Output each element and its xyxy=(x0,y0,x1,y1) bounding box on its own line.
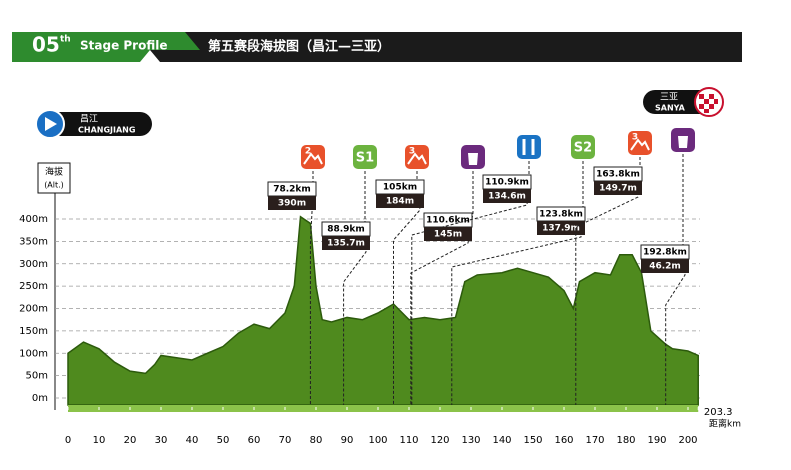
icon-sprint xyxy=(351,143,379,171)
x-tick-label: 40 xyxy=(186,435,199,446)
waste-glyph xyxy=(468,153,478,165)
profile-area xyxy=(67,215,699,406)
leader-line xyxy=(309,171,314,405)
x-tick-label: 10 xyxy=(93,435,106,446)
km-label: 110.6km xyxy=(426,216,470,226)
finish-name: 三亚 xyxy=(660,92,678,103)
label-box-dark xyxy=(424,227,472,241)
label-box-dark xyxy=(322,236,370,250)
x-tick-label: 150 xyxy=(523,435,542,446)
start-tag xyxy=(40,112,152,136)
x-tick-label: 90 xyxy=(341,435,354,446)
x-tick-label: 0 xyxy=(65,435,71,446)
y-label: 海拔 xyxy=(45,166,63,178)
ground-strip xyxy=(68,405,699,412)
altitude-label: 137.9m xyxy=(542,224,580,234)
icon-text: S1 xyxy=(356,151,374,166)
altitude-label: 135.7m xyxy=(327,239,365,249)
header-green xyxy=(12,32,200,62)
y-tick-label: 400m xyxy=(19,214,48,225)
stage-number: 05 xyxy=(32,33,60,57)
altitude-label: 149.7m xyxy=(599,184,637,194)
label-box-dark xyxy=(537,221,585,235)
x-tick-label: 70 xyxy=(279,435,292,446)
label-box-dark xyxy=(483,189,531,203)
km-label: 163.8km xyxy=(596,170,640,180)
x-tick-label: 170 xyxy=(585,435,604,446)
finish-name-en: SANYA xyxy=(655,104,686,113)
icon-sprint xyxy=(569,133,597,161)
y-tick-label: 100m xyxy=(19,348,48,359)
start-name: 昌江 xyxy=(80,114,98,125)
leader-line xyxy=(393,171,421,405)
x-tick-label: 190 xyxy=(647,435,666,446)
finish-flag xyxy=(694,87,724,117)
food-glyph xyxy=(522,139,535,155)
waste-glyph xyxy=(678,136,688,148)
x-tick-label: 30 xyxy=(155,435,168,446)
stage-label: Stage Profile xyxy=(80,39,168,53)
icon-text: 3 xyxy=(632,133,638,143)
y-tick-label: 200m xyxy=(19,304,48,315)
x-tick-label: 203.3 xyxy=(704,407,733,418)
header-title: 第五赛段海拔图（昌江—三亚） xyxy=(208,39,390,55)
x-tick-label: 60 xyxy=(248,435,261,446)
x-tick-label: 120 xyxy=(430,435,449,446)
mountain-glyph xyxy=(630,138,650,151)
y-tick-label: 300m xyxy=(19,259,48,270)
stage-suffix: th xyxy=(60,35,71,45)
km-label: 110.9km xyxy=(485,178,529,188)
x-tick-label: 80 xyxy=(310,435,323,446)
y-tick-label: 150m xyxy=(19,326,48,337)
leader-line xyxy=(665,154,686,405)
start-arrow xyxy=(45,117,57,131)
y-tick-label: 50m xyxy=(26,371,48,382)
icon-text: S2 xyxy=(574,141,592,156)
leader-line xyxy=(343,171,367,405)
y-label-box xyxy=(37,162,71,194)
x-tick-label: 100 xyxy=(368,435,387,446)
icon-text: 2 xyxy=(305,147,311,157)
leader-line xyxy=(575,157,641,405)
x-tick-label: 140 xyxy=(492,435,511,446)
km-label: 192.8km xyxy=(643,248,687,258)
km-label: 88.9km xyxy=(327,225,365,235)
x-tick-label: 110 xyxy=(399,435,418,446)
x-label: 距离km xyxy=(709,418,741,430)
altitude-label: 145m xyxy=(434,230,462,240)
header-bar xyxy=(12,32,742,62)
altitude-label: 184m xyxy=(386,197,414,207)
y-label-en: (Alt.) xyxy=(44,181,64,190)
y-tick-label: 350m xyxy=(19,236,48,247)
leader-line xyxy=(410,171,474,405)
label-box-dark xyxy=(376,194,424,208)
icon-text: 3 xyxy=(409,147,415,157)
x-tick-label: 130 xyxy=(461,435,480,446)
leader-line xyxy=(451,161,584,405)
start-name-en: CHANGJIANG xyxy=(78,126,135,135)
x-tick-label: 20 xyxy=(124,435,137,446)
x-tick-label: 180 xyxy=(616,435,635,446)
x-tick-label: 160 xyxy=(554,435,573,446)
altitude-label: 134.6m xyxy=(488,192,526,202)
label-box-dark xyxy=(641,259,689,273)
label-box-dark xyxy=(268,196,316,210)
y-tick-label: 250m xyxy=(19,281,48,292)
mountain-glyph xyxy=(407,152,427,165)
altitude-label: 390m xyxy=(278,199,306,209)
km-label: 123.8km xyxy=(539,210,583,220)
km-label: 105km xyxy=(383,183,417,193)
x-tick-label: 200 xyxy=(678,435,697,446)
km-label: 78.2km xyxy=(273,185,311,195)
label-box-dark xyxy=(594,181,642,195)
altitude-label: 46.2m xyxy=(649,262,681,272)
y-tick-label: 0m xyxy=(32,393,48,404)
x-tick-label: 50 xyxy=(217,435,230,446)
icon-food xyxy=(515,133,543,161)
mountain-glyph xyxy=(303,152,323,165)
